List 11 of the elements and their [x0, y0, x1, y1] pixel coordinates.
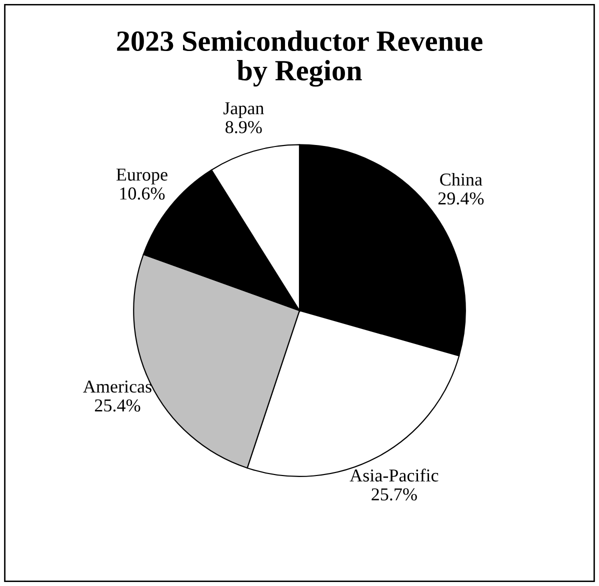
data-label: 25.4% — [94, 399, 140, 412]
slice-label: Americas — [83, 380, 152, 393]
data-label: 25.7% — [372, 488, 417, 501]
slice-label: China — [440, 172, 482, 186]
slice-label: Japan — [223, 102, 264, 118]
data-label: 10.6% — [120, 187, 165, 200]
data-label: 8.9% — [226, 121, 262, 134]
data-label: 29.4% — [438, 192, 484, 205]
slice-label: Asia-Pacific — [350, 468, 438, 482]
chart-title: 2023 Semiconductor Revenue by Region — [117, 30, 482, 87]
slice-label: Europe — [116, 168, 168, 184]
